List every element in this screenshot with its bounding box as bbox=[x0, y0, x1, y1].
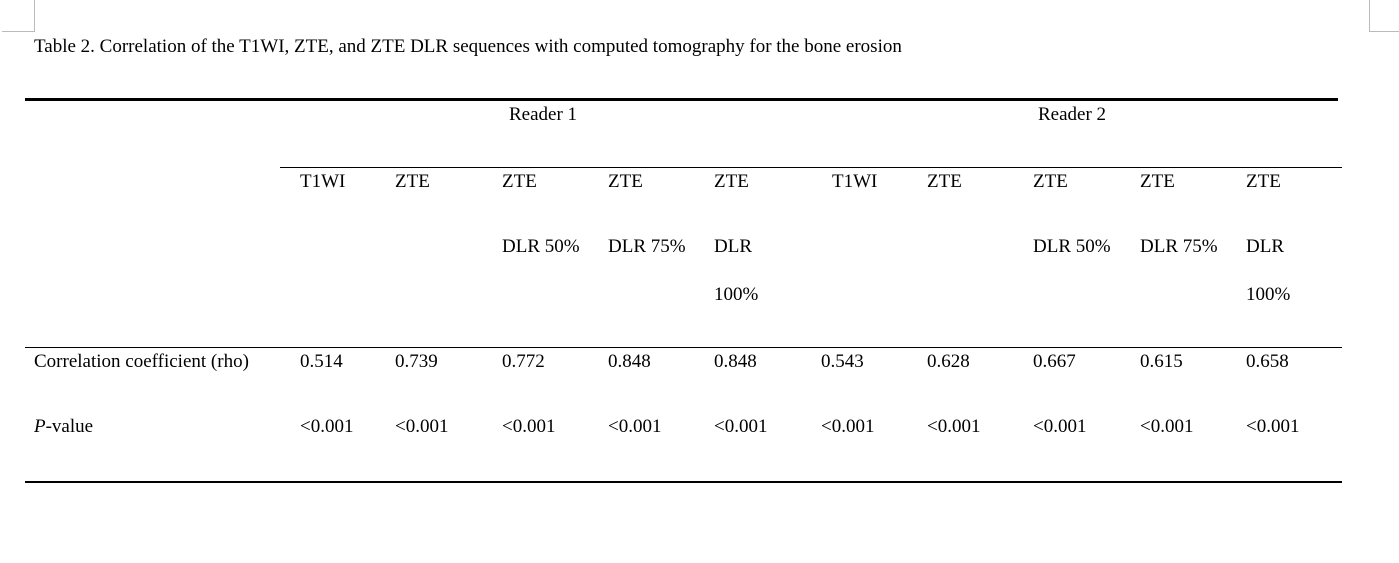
column-header: ZTE bbox=[714, 171, 749, 192]
column-header: ZTE bbox=[1033, 171, 1068, 192]
column-header: 100% bbox=[714, 284, 759, 305]
cell-value: 0.848 bbox=[714, 351, 757, 372]
cell-value: <0.001 bbox=[502, 416, 556, 437]
cell-value: 0.658 bbox=[1246, 351, 1289, 372]
cell-value: <0.001 bbox=[821, 416, 875, 437]
cell-value: 0.848 bbox=[608, 351, 651, 372]
column-header: DLR 75% bbox=[1140, 236, 1218, 257]
cell-value: <0.001 bbox=[300, 416, 354, 437]
reader-header: Reader 1 bbox=[508, 104, 578, 125]
cell-value: <0.001 bbox=[395, 416, 449, 437]
column-header: DLR bbox=[714, 236, 752, 257]
row-label: P bbox=[34, 416, 46, 437]
column-header: 100% bbox=[1246, 284, 1291, 305]
cell-value: <0.001 bbox=[1246, 416, 1300, 437]
bottom-rule bbox=[25, 481, 1342, 483]
column-header: DLR 50% bbox=[502, 236, 580, 257]
cell-value: <0.001 bbox=[927, 416, 981, 437]
column-header: T1WI bbox=[300, 171, 346, 192]
column-header: DLR bbox=[1246, 236, 1284, 257]
corner-mark bbox=[34, 0, 35, 32]
column-header: DLR 75% bbox=[608, 236, 686, 257]
reader-header: Reader 2 bbox=[1037, 104, 1107, 125]
reader-rule bbox=[280, 167, 1342, 168]
cell-value: 0.514 bbox=[300, 351, 343, 372]
column-header: ZTE bbox=[502, 171, 537, 192]
cell-value: 0.772 bbox=[502, 351, 545, 372]
cell-value: <0.001 bbox=[1033, 416, 1087, 437]
cell-value: <0.001 bbox=[1140, 416, 1194, 437]
corner-mark bbox=[1369, 0, 1370, 32]
column-header: ZTE bbox=[395, 171, 430, 192]
top-rule bbox=[25, 98, 1338, 101]
column-header: ZTE bbox=[608, 171, 643, 192]
column-header: ZTE bbox=[1246, 171, 1281, 192]
row-label: Correlation coefficient (rho) bbox=[34, 351, 249, 372]
corner-mark bbox=[1369, 31, 1399, 32]
column-header: ZTE bbox=[1140, 171, 1175, 192]
cell-value: 0.628 bbox=[927, 351, 970, 372]
cell-value: 0.543 bbox=[821, 351, 864, 372]
table-title: Table 2. Correlation of the T1WI, ZTE, a… bbox=[34, 36, 902, 57]
row-label: -value bbox=[45, 416, 94, 437]
cell-value: 0.615 bbox=[1140, 351, 1183, 372]
corner-mark bbox=[2, 31, 34, 32]
column-header: T1WI bbox=[832, 171, 878, 192]
header-rule bbox=[25, 347, 1342, 348]
cell-value: <0.001 bbox=[608, 416, 662, 437]
cell-value: 0.667 bbox=[1033, 351, 1076, 372]
cell-value: <0.001 bbox=[714, 416, 768, 437]
column-header: DLR 50% bbox=[1033, 236, 1111, 257]
cell-value: 0.739 bbox=[395, 351, 438, 372]
column-header: ZTE bbox=[927, 171, 962, 192]
